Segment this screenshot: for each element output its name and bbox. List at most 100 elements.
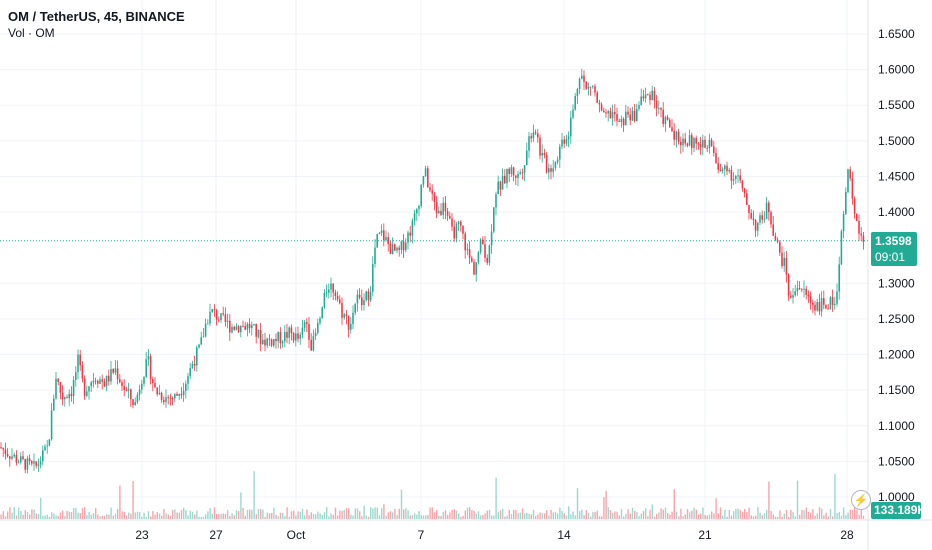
symbol-title[interactable]: OM / TetherUS, 45, BINANCE: [8, 9, 185, 24]
volume-bar: [414, 513, 416, 519]
candle-body: [295, 333, 297, 341]
volume-bar: [306, 509, 308, 519]
volume-bar: [240, 492, 242, 519]
volume-bar: [792, 512, 794, 519]
candle-body: [57, 378, 59, 382]
volume-bar: [396, 514, 398, 519]
price-tick-label: 1.4500: [878, 169, 915, 183]
volume-bar: [359, 511, 361, 519]
volume-bar: [548, 515, 550, 519]
volume-bar: [202, 516, 205, 519]
volume-bar: [81, 508, 84, 519]
candle-body: [772, 224, 774, 236]
volume-bar: [260, 508, 262, 519]
candle-body: [649, 94, 651, 101]
volume-bar: [407, 510, 409, 519]
candle-body: [449, 215, 451, 219]
volume-bar: [829, 508, 832, 519]
candle-body: [72, 380, 75, 396]
candle-body: [680, 141, 682, 146]
volume-bar: [473, 510, 475, 519]
candle-body: [394, 244, 396, 251]
volume-bar: [20, 510, 22, 519]
volume-bar: [59, 512, 62, 519]
candle-body: [262, 339, 264, 345]
candle-body: [614, 111, 616, 115]
volume-bar: [207, 511, 209, 519]
candle-body: [814, 304, 816, 311]
candle-body: [790, 295, 792, 298]
volume-bar: [854, 507, 856, 519]
volume-bar: [42, 515, 44, 519]
volume-bar: [233, 515, 235, 519]
candle-body: [642, 96, 645, 99]
volume-bar: [385, 515, 387, 519]
volume-bar: [117, 509, 119, 519]
candle-body: [550, 168, 552, 172]
volume-bar: [581, 509, 583, 519]
candle-body: [629, 114, 631, 121]
candle-body: [233, 326, 235, 330]
candle-body: [202, 336, 205, 338]
lightning-icon[interactable]: ⚡: [851, 490, 871, 510]
volume-bar: [295, 515, 297, 519]
candle-body: [490, 231, 493, 246]
volume-bar: [392, 512, 394, 519]
candle-body: [176, 394, 178, 396]
volume-bar: [598, 516, 601, 519]
candle-body: [13, 454, 15, 457]
candle-body: [20, 456, 22, 463]
volume-bar: [158, 513, 161, 519]
volume-bar: [675, 511, 678, 519]
volume-bar: [783, 513, 785, 519]
volume-bar: [535, 515, 537, 519]
candle-body: [543, 152, 546, 156]
volume-bar: [728, 509, 730, 519]
volume-bar: [794, 516, 796, 519]
candle-body: [757, 222, 759, 231]
volume-bar: [86, 514, 88, 519]
candle-body: [638, 105, 640, 109]
candle-body: [345, 314, 348, 317]
candle-body: [730, 169, 733, 181]
candle-body: [413, 213, 416, 221]
volume-bar: [748, 507, 750, 519]
volume-bar: [167, 514, 169, 519]
candle-body: [374, 247, 376, 265]
volume-bar: [249, 509, 251, 519]
candle-body: [812, 302, 814, 305]
candle-body: [112, 368, 114, 373]
candle-body: [361, 297, 363, 306]
volume-bar: [691, 510, 693, 519]
volume-legend[interactable]: Vol · OM: [8, 26, 55, 40]
volume-bar: [134, 512, 136, 519]
candle-body: [856, 213, 858, 221]
candle-body: [631, 110, 634, 121]
volume-bar: [790, 509, 792, 519]
candle-body: [55, 378, 57, 399]
volume-bar: [554, 511, 557, 519]
volume-bar: [741, 511, 744, 519]
chart-legend: OM / TetherUS, 45, BINANCE Vol · OM: [8, 8, 185, 42]
volume-bar: [372, 508, 374, 519]
candle-body: [332, 283, 334, 293]
candle-body: [207, 323, 209, 325]
volume-bar: [860, 508, 862, 519]
volume-bar: [788, 516, 790, 519]
price-tick-label: 1.5500: [878, 98, 915, 112]
volume-bar: [678, 516, 680, 519]
volume-bar: [442, 511, 444, 519]
candle-body: [391, 244, 394, 254]
candle-body: [405, 242, 407, 251]
candle-body: [442, 202, 444, 215]
candle-body: [198, 344, 200, 348]
volume-bar: [711, 511, 713, 519]
candle-body: [204, 323, 207, 337]
candle-body: [398, 247, 400, 250]
volume-bar: [660, 508, 662, 519]
candle-body: [770, 212, 772, 225]
volume-bar: [262, 509, 264, 519]
candle-body: [851, 178, 854, 199]
